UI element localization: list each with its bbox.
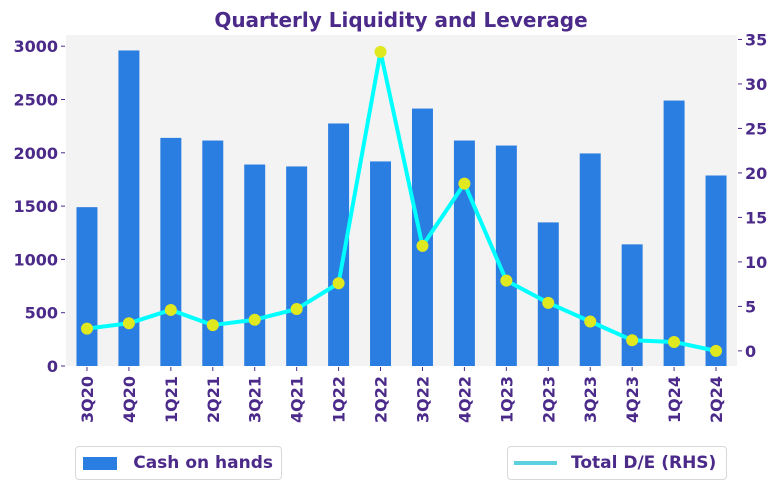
de-point-4Q22 — [458, 177, 471, 190]
legend-bar-swatch-icon — [83, 456, 118, 470]
de-point-2Q24 — [710, 344, 723, 357]
bar-2Q23 — [537, 222, 559, 366]
legend-cash-on-hands: Cash on hands — [75, 446, 282, 480]
right-tick-label: 5 — [745, 297, 756, 316]
bar-2Q22 — [370, 161, 392, 366]
de-point-3Q20 — [80, 322, 93, 335]
de-point-4Q20 — [122, 317, 135, 330]
x-tick-label: 3Q22 — [413, 376, 432, 423]
line-series — [80, 45, 723, 357]
bar-4Q20 — [118, 50, 140, 366]
x-tick-label: 4Q22 — [455, 376, 474, 423]
left-y-axis: 0 500 1000 1500 2000 2500 3000 — [13, 37, 65, 376]
x-axis: 3Q20 4Q20 1Q21 2Q21 3Q21 4Q21 1Q22 2Q22 3Q22 4Q22… — [78, 367, 726, 423]
right-tick-label: 35 — [745, 30, 767, 49]
bar-4Q22 — [453, 140, 475, 366]
x-tick-label: 2Q23 — [539, 376, 558, 423]
x-tick-label: 4Q21 — [288, 376, 307, 423]
legend-label: Cash on hands — [133, 453, 273, 473]
x-tick-label: 1Q24 — [665, 376, 684, 423]
right-tick-label: 15 — [745, 208, 767, 227]
legend-label: Total D/E (RHS) — [571, 453, 717, 473]
bar-4Q23 — [621, 244, 643, 366]
left-tick-label: 0 — [47, 357, 58, 376]
right-tick-label: 0 — [745, 342, 756, 361]
de-point-1Q21 — [164, 303, 177, 316]
right-tick-label: 25 — [745, 119, 767, 138]
de-point-3Q22 — [416, 239, 429, 252]
x-tick-label: 3Q20 — [78, 376, 97, 423]
x-tick-label: 4Q23 — [623, 376, 642, 423]
x-tick-label: 1Q22 — [330, 376, 349, 423]
de-point-4Q23 — [626, 334, 639, 347]
bar-4Q21 — [286, 166, 308, 366]
left-tick-label: 2500 — [13, 90, 58, 109]
right-tick-label: 20 — [745, 164, 767, 183]
x-tick-label: 2Q21 — [204, 376, 223, 423]
x-tick-label: 2Q24 — [707, 376, 726, 423]
right-tick-label: 10 — [745, 253, 767, 272]
bar-series — [76, 50, 727, 367]
x-tick-label: 2Q22 — [372, 376, 391, 423]
de-point-3Q23 — [584, 315, 597, 328]
bar-3Q21 — [244, 164, 266, 366]
bar-2Q24 — [705, 175, 727, 366]
chart-title: Quarterly Liquidity and Leverage — [214, 8, 587, 32]
left-tick-label: 500 — [25, 304, 58, 323]
x-tick-label: 1Q21 — [162, 376, 181, 423]
x-tick-label: 4Q20 — [120, 376, 139, 423]
legend-line-swatch-icon — [514, 461, 557, 465]
de-point-2Q23 — [542, 296, 555, 309]
de-point-2Q22 — [374, 45, 387, 58]
de-point-1Q23 — [500, 274, 513, 287]
left-tick-label: 1000 — [13, 250, 58, 269]
x-tick-label: 1Q23 — [497, 376, 516, 423]
bar-1Q22 — [328, 123, 350, 366]
de-point-1Q22 — [332, 277, 345, 290]
bar-1Q21 — [160, 137, 182, 366]
right-y-axis: 0 5 10 15 20 25 30 35 — [738, 30, 767, 361]
x-tick-label: 3Q23 — [581, 376, 600, 423]
bar-3Q23 — [579, 153, 601, 366]
de-point-3Q21 — [248, 313, 261, 326]
legend-total-de: Total D/E (RHS) — [507, 446, 727, 480]
bar-1Q24 — [663, 100, 685, 366]
de-point-2Q21 — [206, 319, 219, 332]
x-tick-label: 3Q21 — [246, 376, 265, 423]
bar-3Q20 — [76, 207, 98, 366]
de-point-1Q24 — [668, 335, 681, 348]
left-tick-label: 2000 — [13, 144, 58, 163]
de-line — [86, 49, 717, 353]
bar-2Q21 — [202, 140, 224, 366]
left-tick-label: 3000 — [13, 37, 58, 56]
left-tick-label: 1500 — [13, 197, 58, 216]
bar-1Q23 — [495, 145, 517, 366]
right-tick-label: 30 — [745, 75, 767, 94]
de-point-4Q21 — [290, 303, 303, 316]
